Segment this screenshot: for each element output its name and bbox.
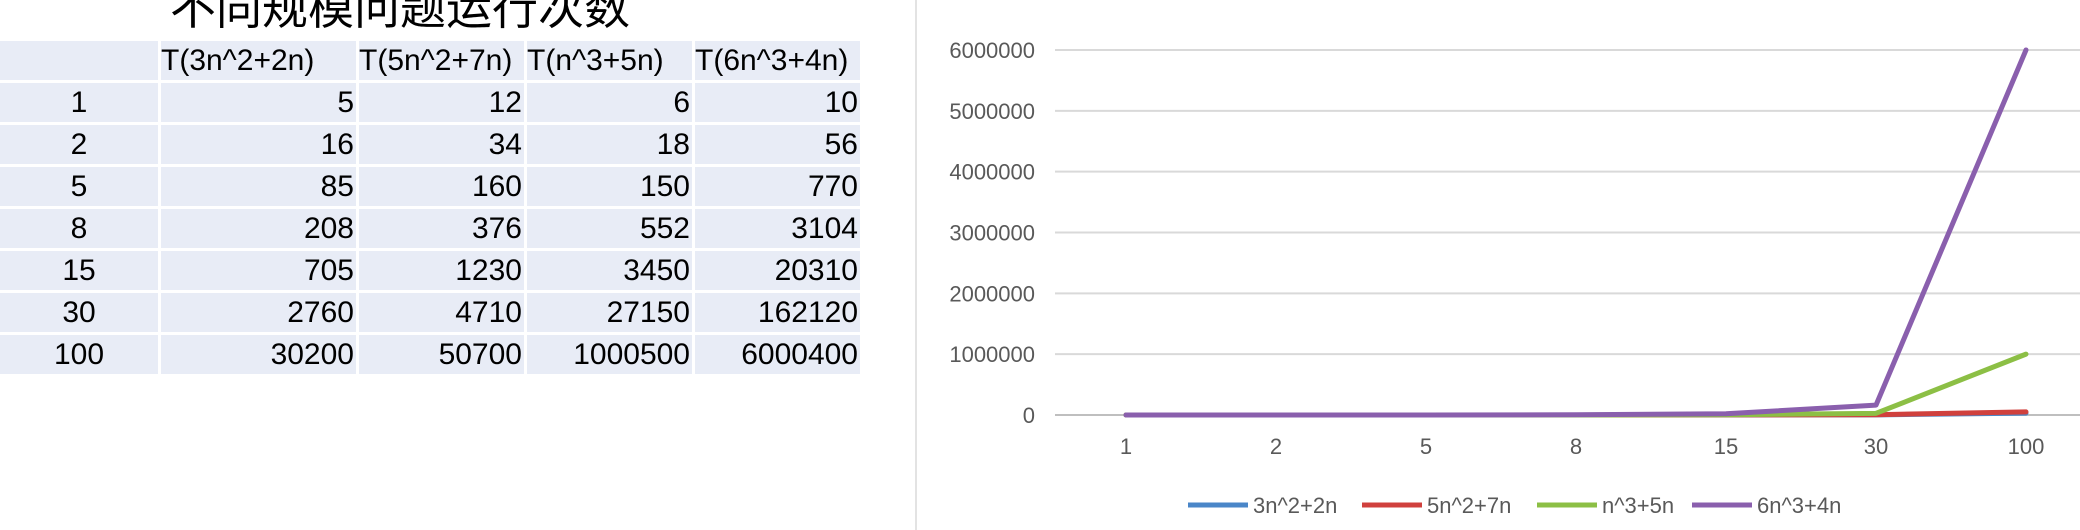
table-cell: 208 — [161, 209, 356, 248]
table-row: 2 16 34 18 56 — [0, 125, 860, 164]
table-cell: 150 — [527, 167, 692, 206]
table-cell: 6 — [527, 83, 692, 122]
y-tick-label: 2000000 — [949, 281, 1035, 306]
table-row: 1 5 12 6 10 — [0, 83, 860, 122]
table-cell: 34 — [359, 125, 524, 164]
table-cell: 1000500 — [527, 335, 692, 374]
table-header-row: T(3n^2+2n) T(5n^2+7n) T(n^3+5n) T(6n^3+4… — [0, 41, 860, 80]
table-cell: 27150 — [527, 293, 692, 332]
table-cell: 20310 — [695, 251, 860, 290]
legend-label: n^3+5n — [1602, 493, 1674, 518]
x-tick-label: 8 — [1570, 434, 1582, 459]
table-cell: 705 — [161, 251, 356, 290]
series-line-4 — [1123, 47, 2029, 418]
table-cell: 2760 — [161, 293, 356, 332]
table-cell: 770 — [695, 167, 860, 206]
legend-label: 6n^3+4n — [1757, 493, 1841, 518]
table-row: 15 705 1230 3450 20310 — [0, 251, 860, 290]
row-label-cell: 2 — [0, 125, 158, 164]
table-cell: 30200 — [161, 335, 356, 374]
table-cell: 85 — [161, 167, 356, 206]
row-label-cell: 30 — [0, 293, 158, 332]
row-label-cell: 15 — [0, 251, 158, 290]
table-cell: 3450 — [527, 251, 692, 290]
table-cell: 5 — [161, 83, 356, 122]
table-cell: 12 — [359, 83, 524, 122]
x-tick-label: 2 — [1270, 434, 1282, 459]
row-label-cell: 5 — [0, 167, 158, 206]
table-header-cell: T(6n^3+4n) — [695, 41, 860, 80]
table-cell: 4710 — [359, 293, 524, 332]
x-tick-label: 100 — [2008, 434, 2045, 459]
data-table: T(3n^2+2n) T(5n^2+7n) T(n^3+5n) T(6n^3+4… — [0, 38, 863, 377]
table-row: 100 30200 50700 1000500 6000400 — [0, 335, 860, 374]
table-cell: 56 — [695, 125, 860, 164]
y-tick-label: 4000000 — [949, 160, 1035, 185]
table-cell: 3104 — [695, 209, 860, 248]
row-label-cell: 1 — [0, 83, 158, 122]
y-tick-label: 6000000 — [949, 38, 1035, 63]
y-tick-label: 0 — [1023, 403, 1035, 428]
table-header-cell: T(3n^2+2n) — [161, 41, 356, 80]
row-label-cell: 100 — [0, 335, 158, 374]
x-tick-label: 30 — [1864, 434, 1888, 459]
table-row: 5 85 160 150 770 — [0, 167, 860, 206]
table-header-cell: T(n^3+5n) — [527, 41, 692, 80]
table-cell: 16 — [161, 125, 356, 164]
x-tick-label: 15 — [1714, 434, 1738, 459]
table-row: 8 208 376 552 3104 — [0, 209, 860, 248]
table-row: 30 2760 4710 27150 162120 — [0, 293, 860, 332]
table-cell: 10 — [695, 83, 860, 122]
row-label-cell: 8 — [0, 209, 158, 248]
y-tick-label: 1000000 — [949, 342, 1035, 367]
table-cell: 1230 — [359, 251, 524, 290]
page-title: 不同规模问题运行次数 — [170, 0, 630, 35]
legend-label: 5n^2+7n — [1427, 493, 1511, 518]
legend-label: 3n^2+2n — [1253, 493, 1337, 518]
x-tick-label: 1 — [1120, 434, 1132, 459]
y-tick-label: 3000000 — [949, 221, 1035, 246]
table-header-cell: T(5n^2+7n) — [359, 41, 524, 80]
table-header-cell — [0, 41, 158, 80]
table-cell: 6000400 — [695, 335, 860, 374]
x-tick-label: 5 — [1420, 434, 1432, 459]
table-cell: 376 — [359, 209, 524, 248]
table-cell: 162120 — [695, 293, 860, 332]
y-tick-label: 5000000 — [949, 99, 1035, 124]
table-cell: 552 — [527, 209, 692, 248]
table-cell: 50700 — [359, 335, 524, 374]
table-cell: 18 — [527, 125, 692, 164]
divider — [915, 0, 917, 530]
table-cell: 160 — [359, 167, 524, 206]
